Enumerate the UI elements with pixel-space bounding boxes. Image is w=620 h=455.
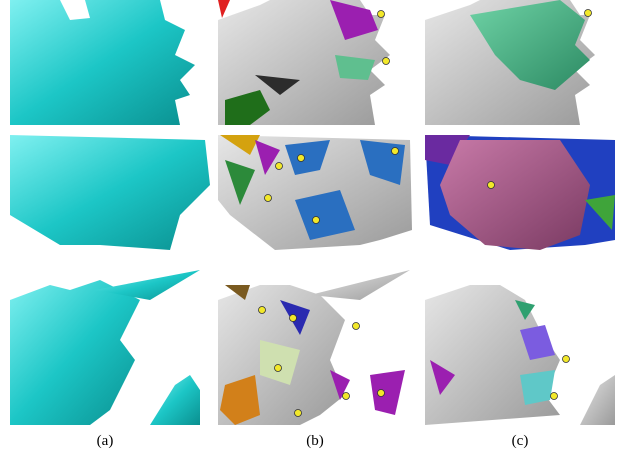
panel-a2 (10, 135, 210, 250)
page: (a) (b) (c) (() => { const data = JSON.p… (0, 0, 620, 455)
panel-b1 (218, 0, 390, 125)
panel-c2 (425, 135, 615, 250)
panel-a3 (10, 270, 200, 425)
figure: (a) (b) (c) (0, 0, 620, 455)
panel-a1 (10, 0, 195, 125)
panel-b3 (218, 270, 410, 425)
panel-c1 (425, 0, 595, 125)
caption: (a) (97, 433, 114, 449)
caption: (c) (512, 433, 529, 449)
panel-c3 (425, 285, 615, 425)
panel-b2 (218, 135, 412, 250)
caption: (b) (306, 433, 324, 449)
